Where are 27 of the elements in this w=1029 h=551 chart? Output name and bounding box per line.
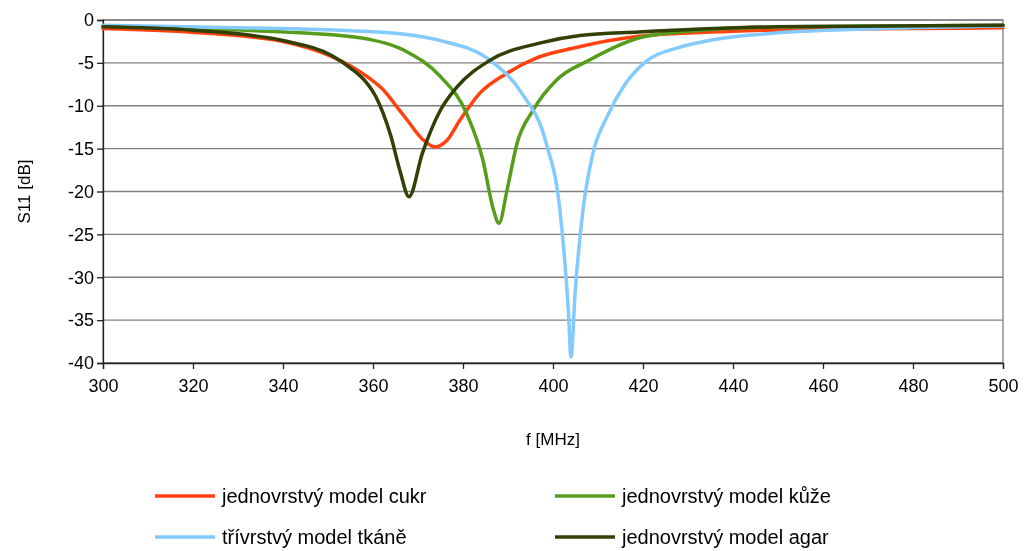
x-tick-label: 420 [628, 375, 659, 396]
legend-label: jednovrstvý model cukr [221, 485, 427, 507]
legend-label: jednovrstvý model kůže [621, 485, 831, 507]
x-tick-label: 460 [808, 375, 839, 396]
x-tick-label: 360 [358, 375, 389, 396]
y-tick-label: -10 [67, 96, 94, 117]
x-tick-label: 480 [898, 375, 929, 396]
y-tick-label: -5 [77, 53, 94, 74]
y-tick-label: -15 [67, 138, 94, 159]
legend-label: jednovrstvý model agar [621, 526, 830, 548]
x-axis-title: f [MHz] [526, 430, 580, 449]
x-tick-label: 340 [268, 375, 299, 396]
y-tick-label: -35 [67, 310, 94, 331]
x-tick-label: 400 [538, 375, 569, 396]
x-tick-label: 440 [718, 375, 749, 396]
y-tick-label: -40 [67, 353, 94, 374]
y-axis-title: S11 [dB] [15, 159, 34, 224]
line-series [101, 23, 1005, 359]
y-tick-label: -20 [67, 181, 94, 202]
x-tick-label: 500 [988, 375, 1019, 396]
y-tick-label: 0 [83, 10, 94, 31]
y-tick-label: -30 [67, 267, 94, 288]
y-tick-label: -25 [67, 224, 94, 245]
legend-label: třívrstvý model tkáně [222, 526, 407, 548]
x-tick-label: 300 [88, 375, 119, 396]
x-tick-label: 320 [178, 375, 209, 396]
x-tick-label: 380 [448, 375, 479, 396]
